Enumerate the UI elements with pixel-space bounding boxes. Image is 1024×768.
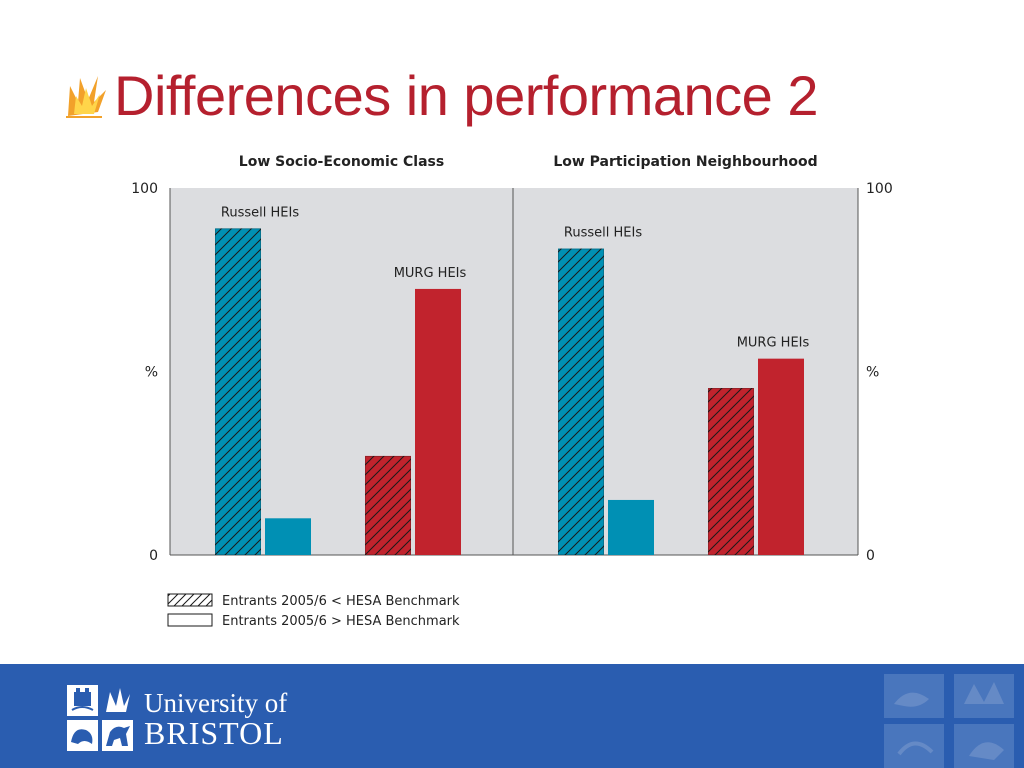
legend-swatch xyxy=(167,613,213,627)
page-title: Differences in performance 2 xyxy=(114,64,819,127)
y-tick-label-max-right: 100 xyxy=(866,181,893,197)
bar xyxy=(215,228,261,555)
bar-outline xyxy=(215,228,261,555)
bar xyxy=(758,358,804,555)
group-label: MURG HEIs xyxy=(737,336,810,351)
plot-background xyxy=(170,188,858,555)
footer-bar xyxy=(0,664,1024,768)
slide-title: Differences in performance 2 xyxy=(64,64,819,128)
bar xyxy=(415,288,461,555)
y-tick-label-min-right: 0 xyxy=(866,548,875,564)
flame-bullet-icon xyxy=(66,76,106,118)
group-label: Russell HEIs xyxy=(221,205,299,220)
legend-label: Entrants 2005/6 < HESA Benchmark xyxy=(222,594,460,609)
panel-title: Low Socio-Economic Class xyxy=(239,154,444,170)
group-label: MURG HEIs xyxy=(394,266,467,281)
bar-outline xyxy=(365,456,411,555)
bar xyxy=(608,499,654,555)
y-tick-label-min-left: 0 xyxy=(149,548,158,564)
crest-watermark-icon xyxy=(884,674,1014,768)
group-label: Russell HEIs xyxy=(564,226,642,241)
legend-swatch xyxy=(167,593,213,607)
legend-label: Entrants 2005/6 > HESA Benchmark xyxy=(222,614,460,629)
bar-outline xyxy=(558,248,604,555)
panel-title: Low Participation Neighbourhood xyxy=(553,154,817,170)
y-axis-label-right: % xyxy=(866,365,879,381)
bar xyxy=(708,388,754,555)
university-crest-icon xyxy=(65,683,135,753)
y-tick-label-max-left: 100 xyxy=(131,181,158,197)
bar xyxy=(365,455,411,555)
bar-chart: 100 0% 100 0% Low Socio-Economic Class Russel… xyxy=(131,154,893,629)
logo-line-1: University of xyxy=(144,688,288,718)
university-logo: University of BRISTOL xyxy=(64,682,287,754)
bar xyxy=(265,518,311,555)
y-axis-label-left: % xyxy=(145,365,158,381)
bar-outline xyxy=(708,388,754,555)
logo-line-2: BRISTOL xyxy=(144,715,284,751)
bar xyxy=(558,248,604,555)
